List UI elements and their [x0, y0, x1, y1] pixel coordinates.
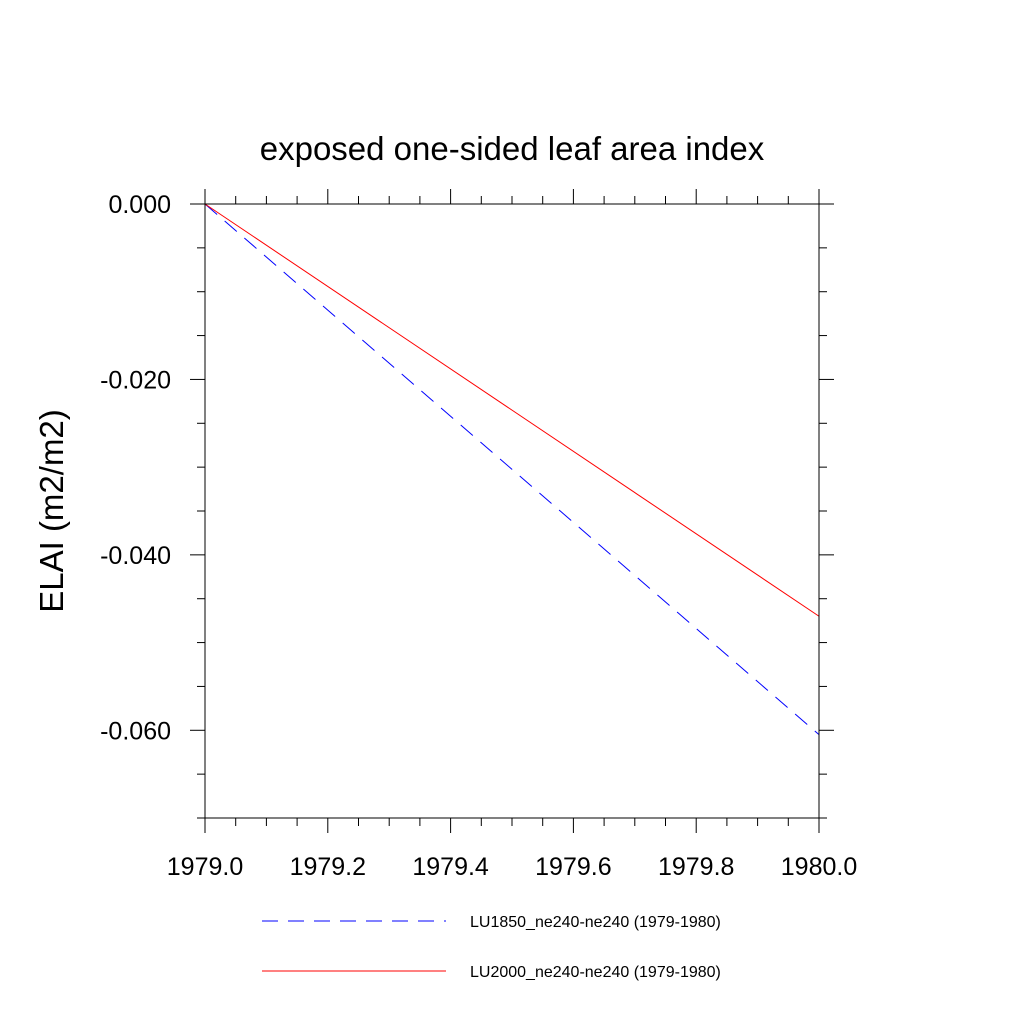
y-axis-label: ELAI (m2/m2): [33, 409, 70, 613]
x-tick-label: 1979.6: [535, 853, 611, 881]
x-tick-label: 1979.4: [412, 853, 489, 881]
y-tick-label: -0.020: [100, 366, 171, 394]
y-tick-label: -0.060: [100, 717, 171, 745]
y-axis: 0.000 -0.020 -0.040 -0.060: [100, 191, 834, 819]
chart-title: exposed one-sided leaf area index: [260, 130, 765, 167]
x-tick-label: 1979.2: [290, 853, 366, 881]
legend-label-1: LU1850_ne240-ne240 (1979-1980): [470, 914, 721, 931]
plot-area: [204, 203, 820, 736]
x-tick-label: 1980.0: [781, 853, 857, 881]
legend: LU1850_ne240-ne240 (1979-1980) LU2000_ne2…: [262, 914, 721, 981]
series-line-1: [204, 203, 820, 736]
x-tick-label: 1979.0: [167, 853, 243, 881]
y-tick-label: -0.040: [100, 542, 171, 570]
series-line-2: [204, 203, 820, 617]
x-axis: 1979.0 1979.2 1979.4 1979.6 1979.8 1980.0: [167, 189, 857, 881]
x-tick-label: 1979.8: [658, 853, 734, 881]
y-tick-label: 0.000: [108, 191, 171, 219]
legend-label-2: LU2000_ne240-ne240 (1979-1980): [470, 964, 721, 981]
plot-frame: [204, 203, 820, 819]
